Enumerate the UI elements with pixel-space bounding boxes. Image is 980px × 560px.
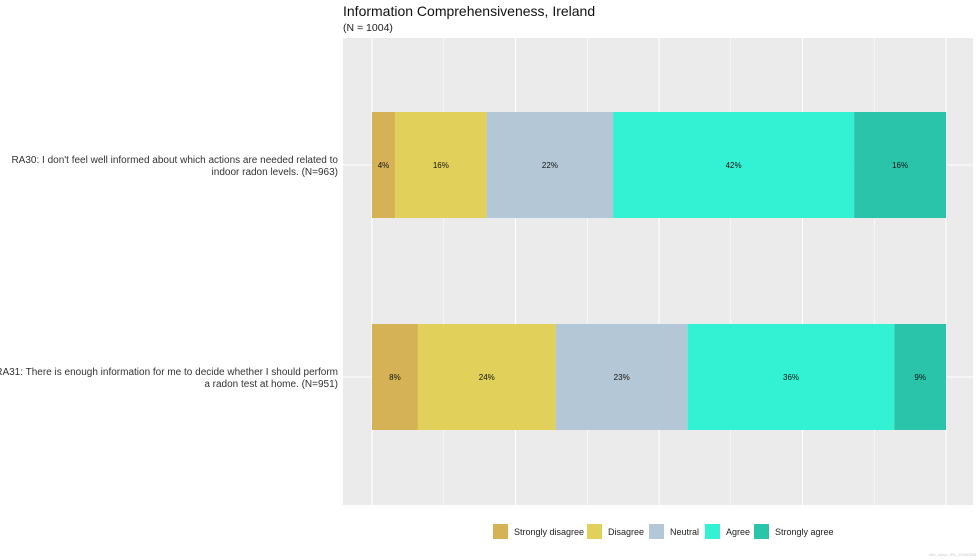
bar-segment-strongly-agree <box>894 324 946 430</box>
data-label: 16% <box>433 161 449 170</box>
plot-panel <box>343 38 973 505</box>
data-label: 23% <box>614 373 630 382</box>
data-label: 24% <box>479 373 495 382</box>
data-label: 8% <box>389 373 401 382</box>
bar-segment-disagree <box>417 324 556 430</box>
legend-swatch <box>754 524 769 539</box>
category-label: RA30: I don't feel well informed about w… <box>11 155 338 178</box>
data-label: 22% <box>542 161 558 170</box>
data-label: 16% <box>892 161 908 170</box>
category-label: RA31: There is enough information for me… <box>0 367 338 390</box>
legend: Strongly disagree Disagree Neutral Agree Str… <box>493 524 834 539</box>
bar-segment-neutral <box>486 112 614 218</box>
data-label: 36% <box>783 373 799 382</box>
bar-segment-strongly-disagree <box>372 112 395 218</box>
data-label: 42% <box>726 161 742 170</box>
bar-segment-strongly-agree <box>854 112 946 218</box>
bar-segment-agree <box>613 112 855 218</box>
bar-segment-neutral <box>555 324 688 430</box>
data-label: 4% <box>378 161 390 170</box>
bar-segment-disagree <box>394 112 487 218</box>
category-labels: RA30: I don't feel well informed about w… <box>0 155 338 390</box>
bar-segment-agree <box>687 324 895 430</box>
legend-label: Strongly disagree <box>514 527 584 537</box>
chart-subtitle: (N = 1004) <box>343 22 393 34</box>
legend-label: Disagree <box>608 527 644 537</box>
watermark: info_comp_IRL_20260328 <box>929 552 977 557</box>
legend-label: Strongly agree <box>775 527 834 537</box>
chart-title: Information Comprehensiveness, Ireland <box>343 3 595 19</box>
bars: 4% 16% 22% 42% 16% 8% 24% 23% 36% 9% <box>372 112 946 430</box>
legend-swatch <box>493 524 508 539</box>
legend-label: Agree <box>726 527 750 537</box>
legend-swatch <box>587 524 602 539</box>
legend-swatch <box>705 524 720 539</box>
legend-label: Neutral <box>670 527 699 537</box>
legend-swatch <box>649 524 664 539</box>
bar-segment-strongly-disagree <box>372 324 418 430</box>
data-label: 9% <box>914 373 926 382</box>
